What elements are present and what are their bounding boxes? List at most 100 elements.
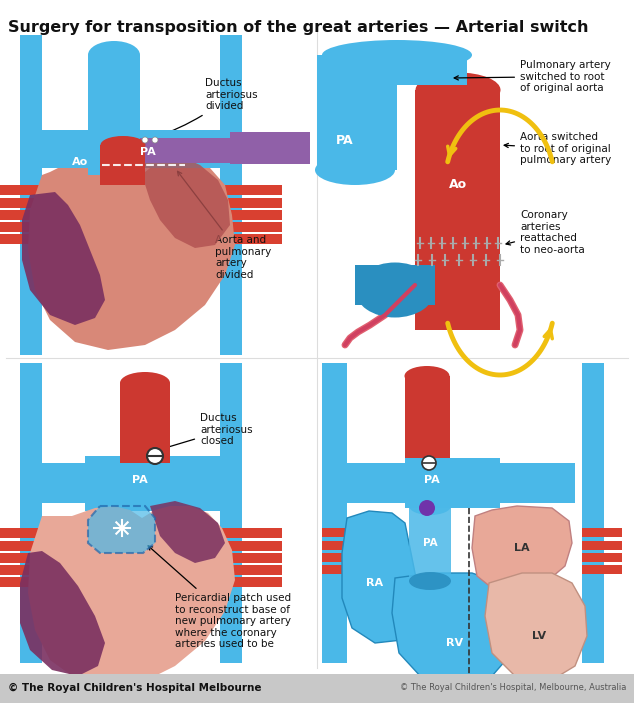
Text: Ao: Ao (449, 179, 467, 191)
Polygon shape (392, 573, 515, 686)
Text: RA: RA (366, 578, 384, 588)
Bar (355, 265, 435, 300)
Bar (0, 234, 45, 244)
Circle shape (152, 137, 158, 143)
Bar (0, 674, 634, 703)
Bar (222, 185, 282, 195)
Bar (222, 577, 282, 587)
Ellipse shape (120, 372, 170, 394)
Text: © The Royal Children's Hospital, Melbourne, Australia: © The Royal Children's Hospital, Melbour… (399, 683, 626, 692)
Bar (120, 383, 170, 463)
Text: Ao: Ao (80, 421, 96, 431)
Bar (222, 541, 282, 551)
Bar (0, 198, 45, 208)
Polygon shape (28, 506, 235, 686)
Polygon shape (485, 573, 587, 683)
Text: PA: PA (336, 134, 354, 146)
Bar (100, 145, 145, 185)
Bar (0, 577, 45, 587)
Ellipse shape (315, 155, 395, 185)
Text: Ductus
arteriosus
divided: Ductus arteriosus divided (156, 78, 257, 137)
Bar (415, 90, 500, 330)
Circle shape (419, 500, 435, 516)
Bar (20, 463, 240, 503)
Bar (85, 456, 235, 511)
Polygon shape (135, 152, 230, 248)
Polygon shape (150, 501, 225, 563)
Polygon shape (28, 152, 235, 350)
Text: Ao: Ao (72, 157, 88, 167)
Bar (0, 541, 45, 551)
Ellipse shape (404, 366, 450, 386)
Ellipse shape (88, 41, 140, 69)
Text: Aorta and
pulmonary
artery
divided: Aorta and pulmonary artery divided (178, 172, 271, 280)
Bar (20, 35, 42, 355)
Bar (582, 553, 622, 562)
Polygon shape (22, 192, 105, 325)
Polygon shape (88, 506, 155, 553)
Bar (582, 528, 622, 537)
Bar (20, 363, 42, 663)
Bar (322, 528, 362, 537)
Bar (220, 363, 242, 663)
Text: LV: LV (532, 631, 546, 641)
Text: PA: PA (424, 475, 440, 485)
Text: PA: PA (132, 475, 148, 485)
Text: Pericardial patch used
to reconstruct base of
new pulmonary artery
where the cor: Pericardial patch used to reconstruct ba… (148, 546, 291, 650)
Bar (582, 363, 604, 663)
Bar (405, 376, 450, 461)
Bar (322, 553, 362, 562)
Text: Aorta switched
to root of original
pulmonary artery: Aorta switched to root of original pulmo… (504, 132, 611, 165)
Text: RV: RV (446, 638, 463, 648)
Bar (222, 222, 282, 232)
Bar (88, 55, 140, 175)
Text: Ao: Ao (387, 415, 403, 425)
Bar (222, 210, 282, 220)
Bar (345, 463, 575, 503)
Bar (108, 138, 238, 163)
Bar (0, 185, 45, 195)
Circle shape (422, 456, 436, 470)
Polygon shape (472, 506, 572, 590)
Ellipse shape (409, 572, 451, 590)
Bar (582, 541, 622, 550)
Bar (355, 285, 435, 305)
Bar (222, 198, 282, 208)
Bar (0, 222, 45, 232)
Bar (222, 553, 282, 563)
Bar (317, 55, 397, 170)
Bar (220, 35, 242, 355)
Ellipse shape (355, 262, 435, 318)
Text: Surgery for transposition of the great arteries — Arterial switch: Surgery for transposition of the great a… (8, 20, 588, 35)
Bar (0, 553, 45, 563)
Bar (0, 565, 45, 575)
Circle shape (142, 137, 148, 143)
Text: PA: PA (140, 147, 156, 157)
Circle shape (147, 448, 163, 464)
Bar (582, 565, 622, 574)
Bar (0, 528, 45, 538)
Bar (222, 565, 282, 575)
Ellipse shape (409, 497, 451, 515)
Bar (20, 130, 235, 168)
Text: LA: LA (514, 543, 530, 553)
Polygon shape (342, 511, 419, 643)
Bar (230, 132, 310, 164)
Bar (0, 210, 45, 220)
Text: Pulmonary artery
switched to root
of original aorta: Pulmonary artery switched to root of ori… (454, 60, 611, 93)
Ellipse shape (322, 40, 472, 70)
Text: Ductus
arteriosus
closed: Ductus arteriosus closed (159, 413, 252, 451)
Text: © The Royal Children's Hospital Melbourne: © The Royal Children's Hospital Melbourn… (8, 683, 261, 693)
Bar (322, 565, 362, 574)
Bar (222, 528, 282, 538)
Ellipse shape (415, 72, 500, 108)
Polygon shape (20, 551, 105, 676)
Bar (409, 506, 451, 581)
Text: PA: PA (423, 538, 437, 548)
Bar (405, 458, 500, 508)
Text: Coronary
arteries
reattached
to neo-aorta: Coronary arteries reattached to neo-aort… (506, 210, 585, 254)
Bar (222, 234, 282, 244)
Bar (317, 55, 467, 85)
Bar (322, 363, 347, 663)
Bar (322, 541, 362, 550)
